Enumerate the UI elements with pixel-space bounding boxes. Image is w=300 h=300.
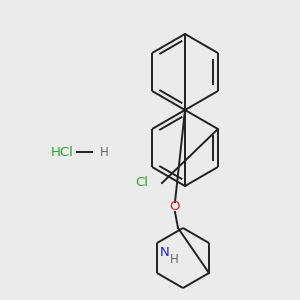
- Text: H: H: [170, 253, 179, 266]
- Text: H: H: [100, 146, 109, 158]
- Text: N: N: [160, 246, 170, 259]
- Text: O: O: [170, 200, 180, 214]
- Text: Cl: Cl: [135, 176, 148, 190]
- Text: HCl: HCl: [51, 146, 74, 158]
